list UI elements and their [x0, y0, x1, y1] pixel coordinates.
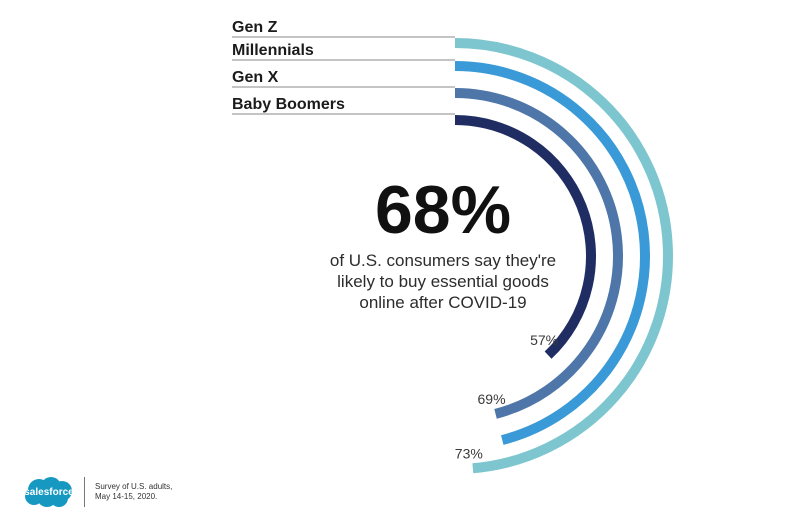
ring-gen-x — [454, 88, 623, 419]
value-label: 73% — [455, 445, 483, 461]
series-label: Millennials — [232, 42, 314, 59]
footer-divider — [84, 477, 85, 507]
source-line-1: Survey of U.S. adults, — [95, 482, 173, 491]
ring-baby-boomers — [454, 115, 596, 359]
ring-gen-z — [454, 38, 673, 474]
source-line-2: May 14-15, 2020. — [95, 492, 158, 501]
series-label: Baby Boomers — [232, 96, 345, 113]
logo-text: salesforce — [24, 486, 74, 498]
rings-layer — [454, 38, 673, 474]
series-label: Gen X — [232, 69, 279, 86]
ring-millennials — [454, 61, 650, 445]
callouts-layer: Gen Z 73% Millennials Gen X 69% Baby Boomers 5… — [232, 19, 558, 461]
source-note: Survey of U.S. adults, May 14-15, 2020. — [95, 482, 172, 502]
series-label: Gen Z — [232, 19, 278, 36]
footer: salesforce Survey of U.S. adults, May 14… — [22, 474, 172, 510]
headline-line-3: online after COVID-19 — [359, 293, 526, 312]
headline-line-2: likely to buy essential goods — [337, 272, 549, 291]
headline-percent: 68% — [375, 172, 511, 248]
value-label: 57% — [530, 332, 558, 348]
salesforce-logo: salesforce — [22, 475, 76, 509]
value-label: 69% — [478, 391, 506, 407]
cloud-icon — [25, 477, 72, 507]
headline-line-1: of U.S. consumers say they're — [330, 251, 556, 270]
